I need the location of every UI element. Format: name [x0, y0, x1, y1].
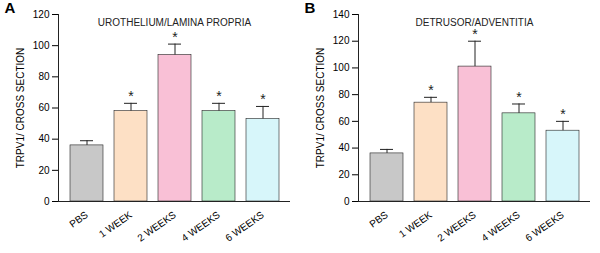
svg-text:PBS: PBS	[367, 209, 390, 230]
svg-text:100: 100	[333, 62, 350, 73]
svg-text:40: 40	[338, 142, 350, 153]
svg-text:120: 120	[333, 35, 350, 46]
svg-text:*: *	[216, 88, 222, 104]
svg-text:4 WEEKS: 4 WEEKS	[479, 209, 522, 244]
svg-text:*: *	[428, 82, 434, 98]
svg-text:*: *	[172, 29, 178, 45]
svg-text:*: *	[560, 106, 566, 122]
svg-text:UROTHELIUM/LAMINA PROPRIA: UROTHELIUM/LAMINA PROPRIA	[98, 17, 252, 28]
svg-text:120: 120	[33, 9, 50, 20]
svg-text:*: *	[260, 91, 266, 107]
svg-text:0: 0	[344, 196, 350, 207]
svg-text:*: *	[516, 89, 522, 105]
svg-text:B: B	[305, 0, 316, 16]
svg-text:4 WEEKS: 4 WEEKS	[179, 209, 222, 244]
svg-text:*: *	[128, 88, 134, 104]
svg-text:6 WEEKS: 6 WEEKS	[523, 209, 566, 244]
svg-text:1 WEEK: 1 WEEK	[397, 209, 435, 240]
svg-text:PBS: PBS	[67, 209, 90, 230]
svg-text:DETRUSOR/ADVENTITIA: DETRUSOR/ADVENTITIA	[416, 17, 534, 28]
svg-text:60: 60	[338, 116, 350, 127]
svg-text:1 WEEK: 1 WEEK	[97, 209, 135, 240]
svg-text:40: 40	[38, 133, 50, 144]
svg-text:20: 20	[38, 165, 50, 176]
svg-text:0: 0	[44, 196, 50, 207]
svg-text:140: 140	[333, 9, 350, 20]
svg-text:2 WEEKS: 2 WEEKS	[135, 209, 178, 244]
svg-text:80: 80	[38, 71, 50, 82]
svg-text:6 WEEKS: 6 WEEKS	[223, 209, 266, 244]
svg-text:100: 100	[33, 40, 50, 51]
svg-text:60: 60	[38, 102, 50, 113]
svg-text:TRPV1/ CROSS SECTION: TRPV1/ CROSS SECTION	[15, 48, 26, 169]
svg-text:*: *	[472, 26, 478, 42]
svg-text:A: A	[5, 0, 16, 16]
svg-text:80: 80	[338, 89, 350, 100]
svg-text:20: 20	[338, 169, 350, 180]
svg-text:2 WEEKS: 2 WEEKS	[435, 209, 478, 244]
svg-text:TRPV1/ CROSS SECTION: TRPV1/ CROSS SECTION	[315, 48, 326, 169]
